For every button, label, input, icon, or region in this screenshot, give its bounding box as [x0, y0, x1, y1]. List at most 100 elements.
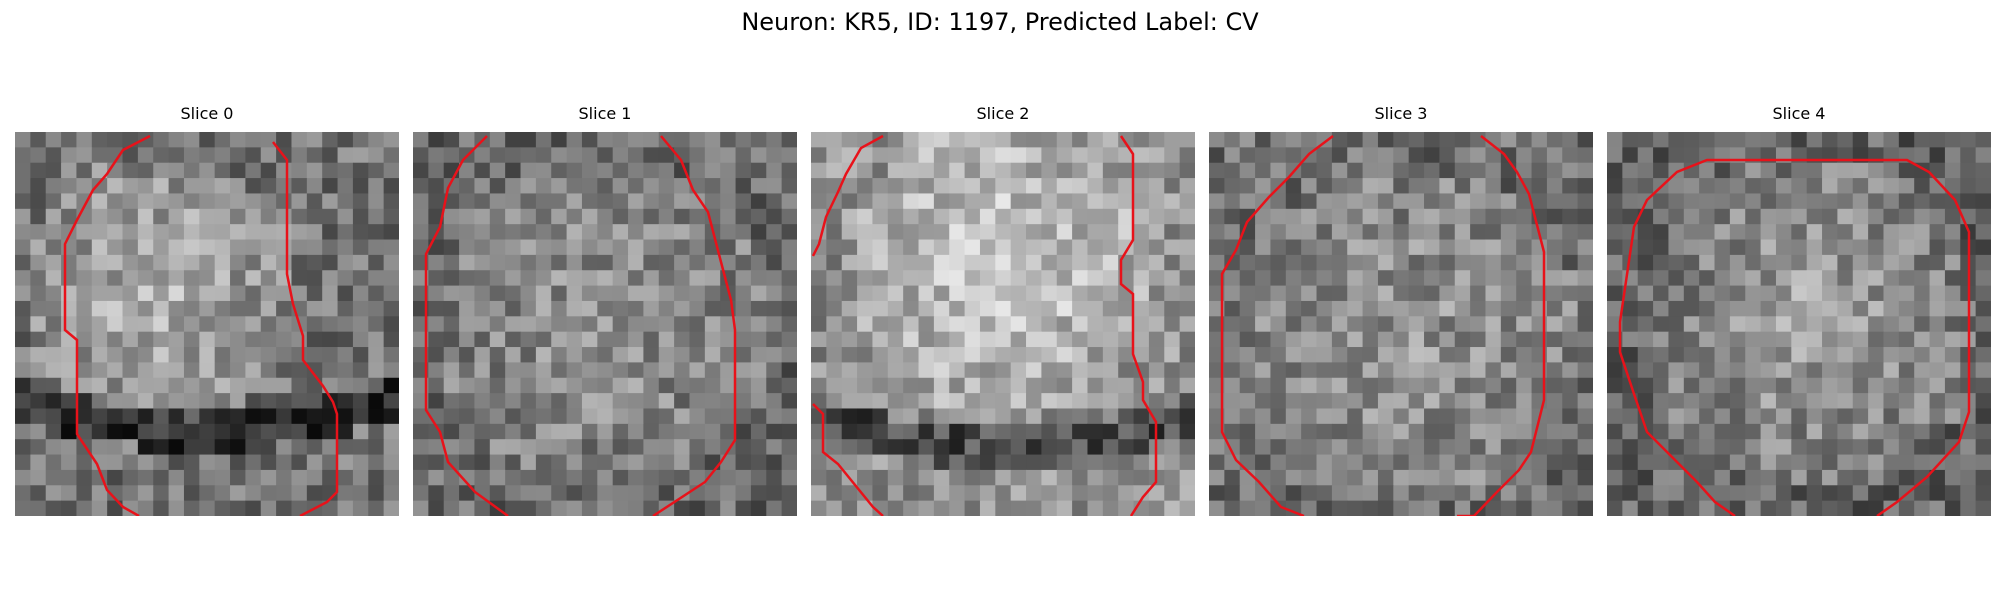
pixel-cell: [1148, 300, 1165, 317]
pixel-cell: [260, 208, 277, 225]
pixel-cell: [720, 162, 737, 179]
pixel-cell: [674, 485, 690, 502]
pixel-cell: [1806, 362, 1823, 379]
pixel-cell: [322, 454, 339, 471]
pixel-cell: [566, 285, 583, 302]
pixel-cell: [566, 193, 583, 210]
pixel-cell: [30, 162, 47, 179]
pixel-cell: [107, 485, 124, 502]
pixel-cell: [505, 469, 522, 486]
pixel-cell: [1179, 408, 1195, 425]
pixel-cell: [1255, 439, 1271, 456]
pixel-cell: [30, 377, 47, 394]
pixel-cell: [566, 423, 583, 440]
pixel-cell: [933, 500, 950, 516]
pixel-cell: [1500, 347, 1517, 363]
pixel-cell: [1791, 162, 1808, 179]
pixel-cell: [1637, 485, 1654, 502]
pixel-cell: [91, 224, 108, 241]
pixel-cell: [1822, 162, 1838, 179]
pixel-cell: [153, 469, 170, 486]
slice-image-svg: [1607, 132, 1991, 516]
pixel-cell: [1377, 208, 1394, 225]
pixel-cell: [887, 439, 904, 456]
pixel-cell: [30, 285, 47, 302]
pixel-cell: [597, 485, 614, 502]
pixel-cell: [1377, 377, 1394, 394]
pixel-cell: [214, 224, 231, 241]
pixel-cell: [1868, 239, 1884, 256]
pixel-cell: [214, 454, 231, 471]
pixel-cell: [735, 254, 752, 271]
pixel-cell: [1072, 377, 1088, 394]
pixel-cell: [1224, 132, 1241, 148]
pixel-cell: [750, 454, 767, 471]
pixel-cell: [214, 362, 231, 379]
pixel-cell: [1072, 270, 1088, 287]
pixel-cell: [1883, 254, 1900, 271]
pixel-cell: [520, 377, 537, 394]
pixel-cell: [1041, 239, 1058, 256]
pixel-cell: [1285, 254, 1302, 271]
pixel-cell: [628, 423, 644, 440]
pixel-cell: [352, 408, 369, 425]
pixel-cell: [168, 239, 185, 256]
pixel-cell: [872, 331, 889, 348]
pixel-cell: [933, 454, 950, 471]
noise-grid: [811, 132, 1195, 516]
pixel-cell: [1745, 254, 1762, 271]
pixel-cell: [383, 224, 399, 241]
pixel-cell: [887, 193, 904, 210]
pixel-cell: [903, 132, 920, 148]
pixel-cell: [1285, 193, 1302, 210]
pixel-cell: [1118, 331, 1135, 348]
pixel-cell: [122, 423, 139, 440]
pixel-cell: [1056, 347, 1073, 363]
pixel-cell: [1164, 485, 1181, 502]
pixel-cell: [276, 331, 292, 348]
pixel-cell: [183, 285, 200, 302]
pixel-cell: [1118, 362, 1135, 379]
pixel-cell: [887, 377, 904, 394]
pixel-cell: [183, 439, 200, 456]
pixel-cell: [322, 224, 339, 241]
pixel-cell: [628, 300, 644, 317]
pixel-cell: [995, 162, 1012, 179]
pixel-cell: [45, 347, 62, 363]
pixel-cell: [1898, 178, 1915, 194]
pixel-cell: [245, 300, 262, 317]
pixel-cell: [1577, 162, 1593, 179]
pixel-cell: [735, 331, 752, 348]
pixel-cell: [781, 300, 797, 317]
pixel-cell: [1209, 485, 1225, 502]
pixel-cell: [1637, 178, 1654, 194]
pixel-cell: [1377, 285, 1394, 302]
pixel-cell: [443, 316, 460, 333]
pixel-cell: [903, 408, 920, 425]
pixel-cell: [689, 377, 706, 394]
pixel-cell: [1041, 300, 1058, 317]
pixel-cell: [979, 454, 996, 471]
pixel-cell: [735, 439, 752, 456]
pixel-cell: [643, 485, 660, 502]
pixel-cell: [1470, 162, 1486, 179]
pixel-cell: [337, 500, 354, 516]
pixel-cell: [122, 178, 139, 194]
pixel-cell: [368, 331, 385, 348]
pixel-cell: [352, 239, 369, 256]
pixel-cell: [1026, 362, 1042, 379]
pixel-cell: [1883, 393, 1900, 409]
pixel-cell: [535, 162, 552, 179]
pixel-cell: [735, 300, 752, 317]
pixel-cell: [903, 347, 920, 363]
pixel-cell: [1224, 316, 1241, 333]
pixel-cell: [1562, 208, 1579, 225]
pixel-cell: [1148, 132, 1165, 148]
pixel-cell: [260, 178, 277, 194]
pixel-cell: [1470, 377, 1486, 394]
pixel-cell: [643, 270, 660, 287]
pixel-cell: [612, 408, 629, 425]
pixel-cell: [1285, 393, 1302, 409]
pixel-cell: [1516, 316, 1533, 333]
pixel-cell: [735, 423, 752, 440]
